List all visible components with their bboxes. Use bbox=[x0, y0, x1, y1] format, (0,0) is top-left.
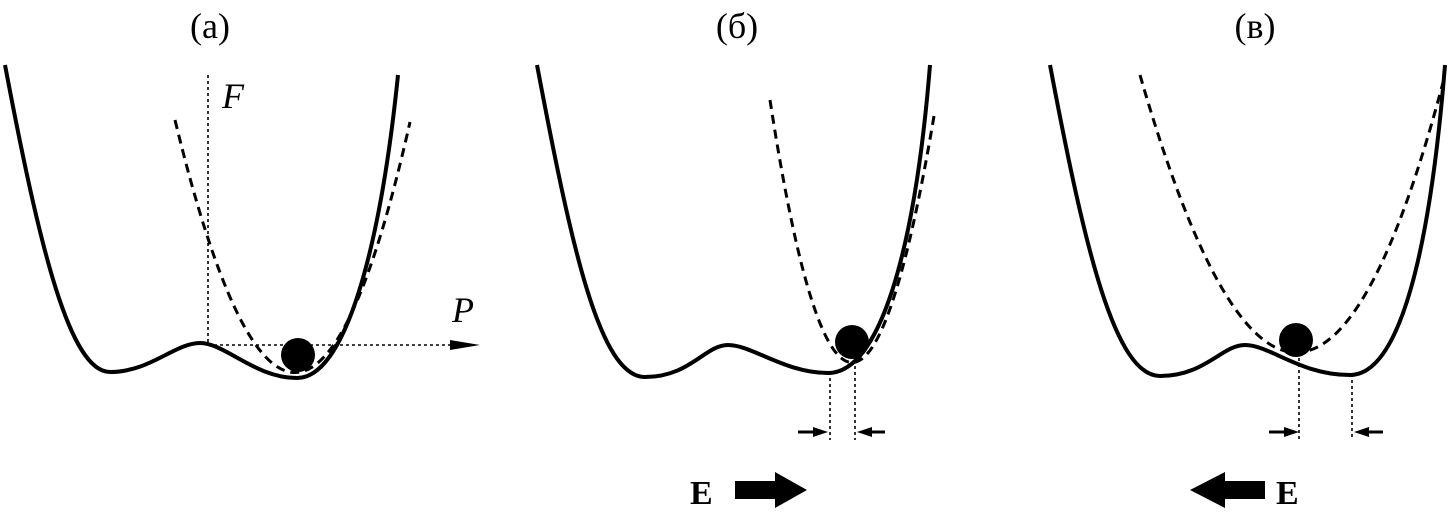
p-axis-arrow bbox=[450, 340, 480, 350]
energy-curve bbox=[1048, 64, 1447, 379]
parabola bbox=[173, 119, 412, 374]
f-label: F bbox=[221, 76, 245, 116]
parabola bbox=[768, 99, 937, 364]
energy-curve bbox=[3, 64, 400, 381]
field-label: E bbox=[690, 475, 713, 512]
panel-label: (б) bbox=[716, 6, 758, 46]
shift-arrow-head bbox=[813, 427, 828, 437]
ball bbox=[835, 325, 869, 359]
p-label: P bbox=[451, 290, 474, 330]
field-arrow bbox=[1190, 472, 1265, 508]
shift-arrow-head bbox=[857, 427, 872, 437]
energy-curve bbox=[535, 64, 932, 380]
field-label: E bbox=[1276, 475, 1299, 512]
ball bbox=[281, 338, 315, 372]
parabola bbox=[1138, 74, 1447, 354]
panel-b: E bbox=[535, 64, 937, 512]
ball bbox=[1279, 323, 1313, 357]
panel-a: F P bbox=[3, 64, 480, 381]
panel-label: (в) bbox=[1235, 6, 1276, 46]
shift-arrow-head bbox=[1284, 427, 1299, 437]
shift-arrow-head bbox=[1354, 427, 1369, 437]
panel-label: (а) bbox=[190, 6, 230, 46]
panel-c: E bbox=[1048, 64, 1447, 512]
field-arrow bbox=[735, 472, 807, 508]
